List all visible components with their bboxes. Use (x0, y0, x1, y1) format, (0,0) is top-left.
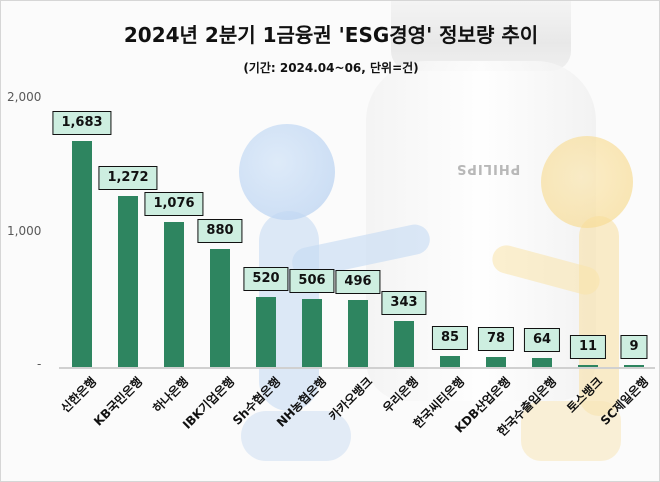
bar (578, 365, 598, 367)
blue-figure-head (239, 124, 335, 220)
bar (486, 356, 506, 367)
bar (256, 297, 276, 367)
chart-title: 2024년 2분기 1금융권 'ESG경영' 정보량 추이 (123, 23, 539, 47)
value-label: 1,076 (144, 192, 204, 217)
yellow-figure-arm (489, 242, 603, 298)
bar (72, 140, 92, 367)
value-label: 1,272 (98, 165, 158, 190)
value-label: 506 (289, 268, 335, 293)
bar (164, 222, 184, 367)
x-axis-line (59, 367, 655, 369)
category-label: 신한은행 (58, 374, 100, 416)
bar (348, 300, 368, 367)
value-label: 85 (431, 325, 469, 350)
category-label: 하나은행 (150, 374, 192, 416)
category-label: SC제일은행 (597, 374, 652, 428)
bar (624, 365, 644, 367)
bar (302, 298, 322, 367)
category-label: 우리은행 (380, 374, 422, 416)
value-label: 9 (620, 335, 648, 359)
value-label: 496 (335, 270, 381, 295)
value-label: 1,683 (52, 110, 112, 135)
category-label: 토스뱅크 (564, 374, 606, 416)
chart-subtitle: (기간: 2024.04~06, 단위=건) (243, 61, 419, 75)
value-label: 78 (477, 326, 515, 351)
bar (532, 358, 552, 367)
value-label: 880 (197, 218, 243, 243)
value-label: 11 (569, 335, 607, 359)
category-label: KB국민은행 (91, 374, 146, 429)
yellow-figure-head (541, 136, 633, 228)
value-label: 520 (243, 267, 289, 292)
bar (394, 320, 414, 367)
y-tick-2000: 2,000 (7, 90, 42, 104)
bar (118, 195, 138, 367)
y-tick-0: - (37, 357, 42, 371)
value-label: 343 (381, 290, 427, 315)
category-label: 카카오뱅크 (326, 374, 376, 424)
bulb-brand-text: PHILIPS (456, 161, 521, 176)
value-label: 64 (523, 328, 561, 353)
y-tick-1000: 1,000 (7, 224, 42, 238)
bar (440, 355, 460, 367)
bar (210, 248, 230, 367)
